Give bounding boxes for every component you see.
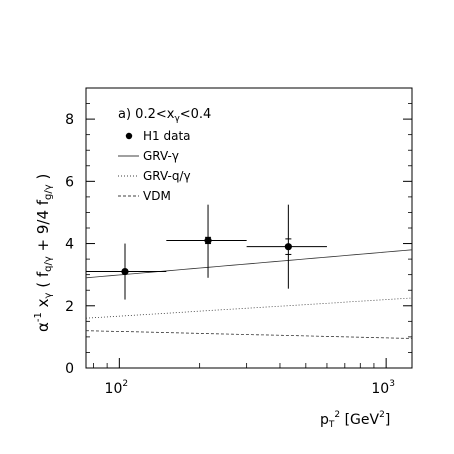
curve-dotted [85, 297, 413, 319]
y-tick-label: 4 [65, 237, 74, 253]
y-tick-label: 0 [65, 361, 74, 377]
data-point [121, 267, 129, 276]
legend-label-h1: H1 data [143, 129, 191, 143]
panel-label-subscript: γ [174, 114, 180, 124]
y-tick-label: 8 [65, 112, 74, 128]
data-point [204, 236, 212, 245]
plot-area [85, 87, 413, 369]
x-tick-label: 103 [371, 379, 395, 397]
axis-ticks: 0 2 4 6 8 102 103 [65, 103, 412, 397]
curve-solid [85, 249, 413, 279]
legend-marker-h1 [125, 132, 133, 140]
x-axis-label-sub: T [328, 420, 335, 430]
data-points [86, 204, 327, 300]
legend-label-grv-q: GRV-q/γ [143, 169, 191, 183]
legend-label-vdm: VDM [143, 189, 171, 203]
y-axis-label: α-1 xγ ( fq/γ + 9/4 fg/γ ) [33, 174, 54, 332]
x-axis-label: pT2 [GeV2] [320, 410, 390, 430]
x-axis-label-sup: 2 [334, 410, 340, 420]
theory-curves [85, 249, 413, 339]
panel-label: a) 0.2<xγ<0.4 [118, 107, 211, 124]
legend-label-grv-gamma: GRV-γ [143, 149, 179, 163]
y-tick-label: 2 [65, 299, 74, 315]
curve-dashed [85, 330, 413, 339]
y-tick-label: 6 [65, 174, 74, 190]
legend: a) 0.2<xγ<0.4 H1 data GRV-γ GRV-q/γ VDM [118, 107, 211, 203]
data-point [284, 243, 292, 251]
x-tick-label: 102 [105, 379, 129, 397]
plot-frame [85, 87, 413, 369]
